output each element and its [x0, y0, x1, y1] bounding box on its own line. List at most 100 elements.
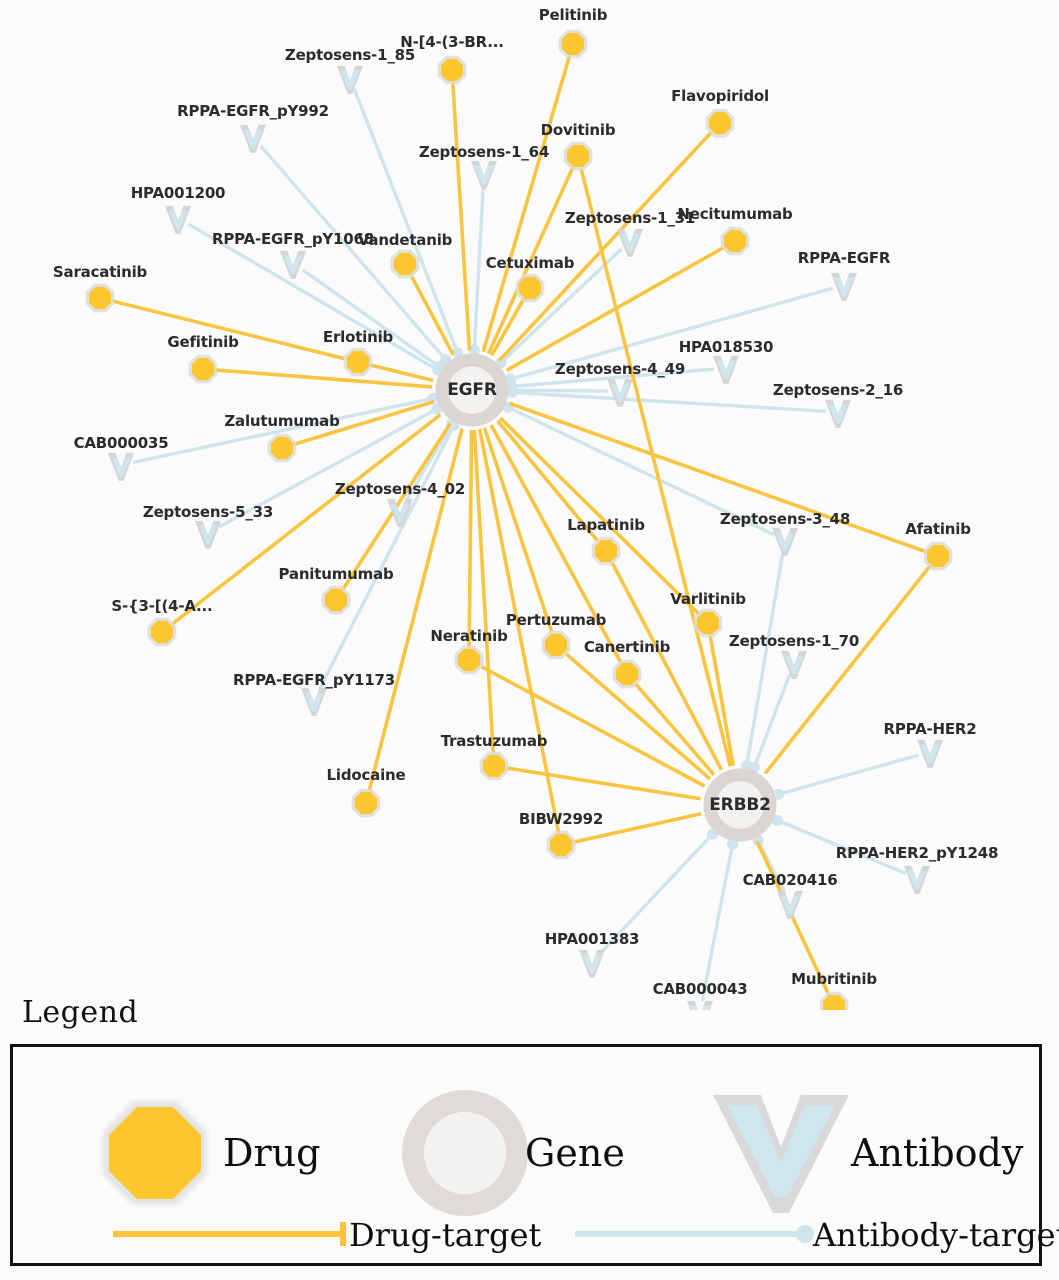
antibody-target-edge [507, 405, 775, 537]
antibody-node[interactable] [777, 890, 803, 919]
antibody-node[interactable] [831, 272, 857, 301]
antibody-target-edge [598, 832, 714, 955]
drug-target-edge [472, 429, 496, 755]
legend-label-drug-target: Drug-target [349, 1216, 542, 1254]
drug-node[interactable] [85, 283, 115, 313]
drug-target-edge [477, 428, 561, 834]
legend-graphics [103, 1090, 849, 1246]
antibody-node[interactable] [617, 228, 643, 257]
antibody-target-edge [778, 753, 919, 796]
drug-target-edge [499, 416, 701, 616]
drug-node-shape [393, 252, 417, 276]
legend-drug-target-edge [113, 1222, 346, 1246]
drug-node-shape [696, 611, 720, 635]
drug-node[interactable] [267, 433, 297, 463]
drug-node[interactable] [515, 273, 545, 303]
antibody-node-outline [195, 520, 221, 549]
antibody-node-shape [168, 210, 188, 230]
antibody-node[interactable] [687, 1000, 713, 1010]
drug-node-shape [150, 620, 174, 644]
antibody-edge-endpoint [506, 386, 518, 398]
antibody-edges-layer [132, 88, 919, 1002]
drug-node[interactable] [437, 55, 467, 85]
drug-node[interactable] [321, 585, 351, 615]
drug-node[interactable] [479, 751, 509, 781]
drug-node-shape [354, 791, 378, 815]
drug-node-shape [926, 544, 950, 568]
drug-node[interactable] [923, 541, 953, 571]
drug-node[interactable] [705, 108, 735, 138]
legend-gene-icon [402, 1090, 528, 1216]
antibody-target-edge [259, 144, 448, 361]
drug-node[interactable] [188, 354, 218, 384]
drug-node[interactable] [612, 659, 642, 689]
antibody-node[interactable] [471, 160, 497, 189]
legend-label-antibody-target: Antibody-target [813, 1216, 1059, 1254]
antibody-target-edge [301, 268, 441, 369]
antibody-node-shape [304, 692, 324, 712]
drug-node[interactable] [390, 249, 420, 279]
drug-node[interactable] [351, 788, 381, 818]
antibody-node-shape [828, 404, 848, 424]
antibody-node[interactable] [108, 452, 134, 481]
antibody-node-outline [165, 205, 191, 234]
antibody-node-shape [243, 129, 263, 149]
antibody-node[interactable] [772, 527, 798, 556]
antibody-node[interactable] [781, 650, 807, 679]
antibody-node[interactable] [240, 124, 266, 153]
gene-nodes-layer [435, 353, 777, 842]
drug-node[interactable] [343, 347, 373, 377]
drug-node-shape [615, 662, 639, 686]
drug-target-edge [450, 81, 472, 351]
gene-node[interactable] [703, 768, 777, 842]
drug-node[interactable] [541, 630, 571, 660]
antibody-node-outline [917, 739, 943, 768]
antibody-node[interactable] [607, 378, 633, 407]
drug-target-edge [467, 429, 474, 649]
drug-node[interactable] [147, 617, 177, 647]
antibody-node-outline [781, 650, 807, 679]
legend-box: Drug Gene Antibody Drug-target Antibody-… [10, 1044, 1059, 1266]
drug-target-edge [572, 811, 702, 845]
antibody-node[interactable] [917, 739, 943, 768]
antibody-node[interactable] [904, 865, 930, 894]
antibody-target-edge [499, 247, 623, 364]
antibody-node-outline [777, 890, 803, 919]
drug-node[interactable] [720, 226, 750, 256]
antibody-node-outline [337, 65, 363, 94]
antibody-edge-endpoint [468, 344, 480, 356]
antibody-node[interactable] [387, 498, 413, 527]
antibody-node[interactable] [579, 949, 605, 978]
antibody-node[interactable] [713, 355, 739, 384]
antibody-node-shape [716, 360, 736, 380]
antibody-node[interactable] [301, 687, 327, 716]
legend-drug-icon [103, 1101, 207, 1205]
antibody-node[interactable] [825, 399, 851, 428]
drug-target-edge [755, 840, 831, 996]
drug-target-edge [481, 55, 572, 353]
antibody-node[interactable] [280, 250, 306, 279]
antibody-node[interactable] [165, 205, 191, 234]
antibody-node-outline [579, 949, 605, 978]
drug-target-edge [486, 166, 575, 355]
drug-node[interactable] [558, 29, 588, 59]
drug-node[interactable] [819, 991, 849, 1010]
drug-node[interactable] [563, 141, 593, 171]
antibody-target-edge [132, 396, 434, 465]
antibody-target-edge [752, 673, 792, 769]
drug-node[interactable] [546, 830, 576, 860]
legend-antibody-target-edge [575, 1225, 814, 1243]
antibody-node-shape [340, 70, 360, 90]
antibody-node-outline [471, 160, 497, 189]
drug-target-edge [369, 363, 434, 383]
antibody-node[interactable] [337, 65, 363, 94]
antibody-node-shape [198, 525, 218, 545]
antibody-node-shape [907, 870, 927, 890]
gene-node[interactable] [435, 353, 509, 427]
drug-node[interactable] [591, 536, 621, 566]
drug-node-shape [822, 994, 846, 1010]
drug-node[interactable] [693, 608, 723, 638]
drug-node[interactable] [454, 645, 484, 675]
gene-node-center [716, 781, 764, 829]
antibody-node[interactable] [195, 520, 221, 549]
